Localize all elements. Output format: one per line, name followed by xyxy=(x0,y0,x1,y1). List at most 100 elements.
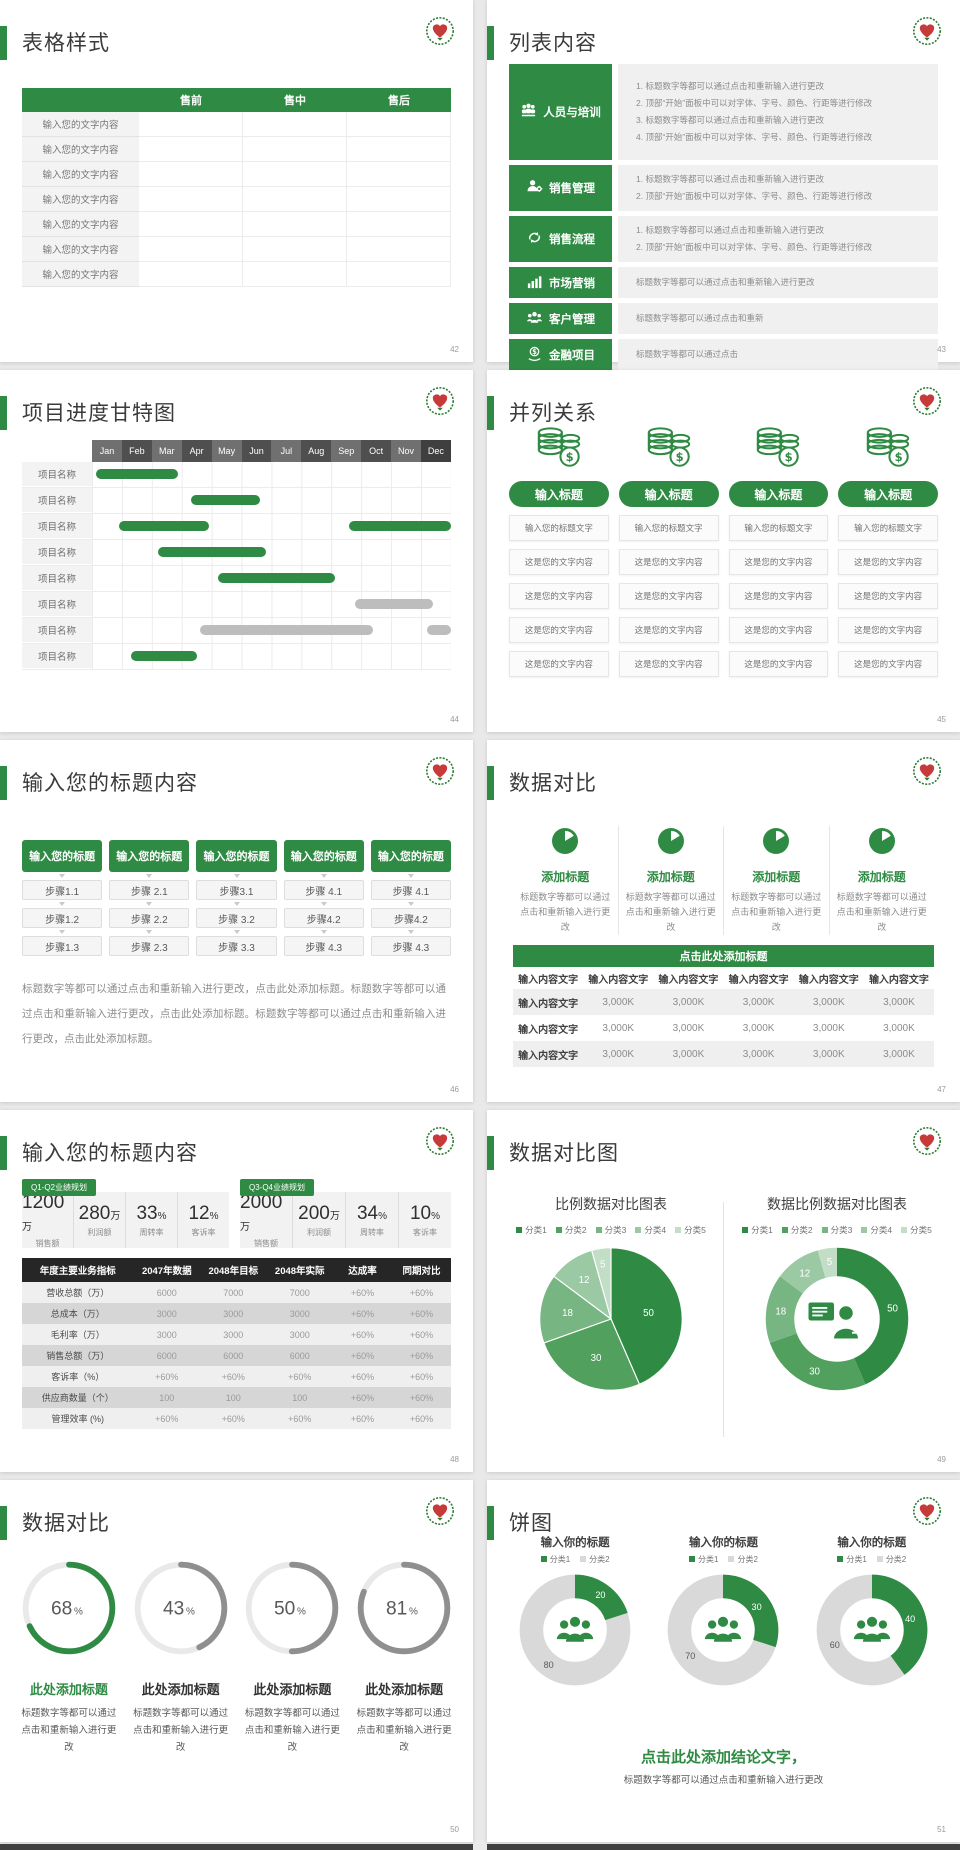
org-logo-icon xyxy=(425,1496,455,1526)
org-logo-icon xyxy=(912,386,942,416)
text-box: 输入您的标题文字 xyxy=(728,515,829,541)
svg-text:81: 81 xyxy=(386,1599,407,1620)
chart-title: 输入你的标题 xyxy=(540,1537,610,1549)
caret-down-icon xyxy=(320,930,327,934)
list-line: 4. 顶部“开始”面板中可以对字体、字号、颜色、行距等进行修改 xyxy=(636,132,873,142)
caret-down-icon xyxy=(320,874,327,878)
pie-chart-icon xyxy=(550,828,580,860)
slide-title: 列表内容 xyxy=(509,32,597,55)
feature-title: 添加标题 xyxy=(752,870,801,884)
svg-text:30: 30 xyxy=(809,1367,820,1378)
org-logo-icon xyxy=(425,756,455,786)
table-banner: 点击此处添加标题 xyxy=(513,945,934,967)
step-box: 步骤 3.2 xyxy=(196,908,277,928)
svg-text:%: % xyxy=(409,1607,418,1618)
column-title-button: 输入标题 xyxy=(618,481,719,507)
svg-text:50: 50 xyxy=(643,1308,654,1319)
page-number: 50 xyxy=(450,1825,459,1834)
slide-45-parallel[interactable]: 并列关系 $ 输入标题 输入您的标题文字 这是您的文字内容 这是您的文字内容 这… xyxy=(487,370,960,732)
org-logo-icon xyxy=(425,386,455,416)
column-title-button: 输入标题 xyxy=(838,481,938,507)
coins-icon: $ xyxy=(753,424,803,475)
feature-desc: 标题数字等都可以通过点击和重新输入进行更改 xyxy=(836,892,927,932)
people-icon xyxy=(853,1616,890,1642)
coins-icon: $ xyxy=(644,424,694,475)
slide-50-gauges[interactable]: 数据对比 68 % 此处添加标题 标题数字等都可以通过点击和重新输入进行更改 4… xyxy=(0,1480,473,1842)
text-box: 这是您的文字内容 xyxy=(509,583,609,609)
text-box: 这是您的文字内容 xyxy=(509,651,609,677)
title-accent-bar xyxy=(487,1506,494,1540)
table-row: 输入您的文字内容 xyxy=(22,162,451,187)
page-number: 42 xyxy=(450,345,459,354)
slide-42-table-style[interactable]: 表格样式 售前 售中 售后 输入您的文字内容 输入您的文字内容 输入您的文字内容… xyxy=(0,0,473,362)
caret-down-icon xyxy=(233,874,240,878)
table-row: 输入您的文字内容 xyxy=(22,212,451,237)
step-column-header: 输入您的标题 xyxy=(22,840,103,872)
text-box: 这是您的文字内容 xyxy=(728,617,829,643)
svg-text:$: $ xyxy=(675,450,683,464)
list-item-label: 客户管理 xyxy=(549,313,595,326)
caret-down-icon xyxy=(320,902,327,906)
text-box: 这是您的文字内容 xyxy=(728,651,829,677)
chart-title: 输入你的标题 xyxy=(688,1537,758,1549)
parallel-column: $ 输入标题 输入您的标题文字 这是您的文字内容 这是您的文字内容 这是您的文字… xyxy=(618,424,719,677)
caret-down-icon xyxy=(146,930,153,934)
slide-48-kpi[interactable]: 输入您的标题内容 Q1-Q2业绩规划 1200万 销售额 280万 利润额 33% 周… xyxy=(0,1110,473,1472)
feature-desc: 标题数字等都可以通过点击和重新输入进行更改 xyxy=(731,892,822,932)
conclusion-note: 标题数字等都可以通过点击和重新输入进行更改 xyxy=(623,1775,824,1786)
gantt-row: 项目名称 xyxy=(22,592,451,618)
donut-chart-panel: 数据比例数据对比图表 分类1 分类2 分类3 分类4 分类5 50 30 18 … xyxy=(731,1194,943,1399)
list-item-label: 人员与培训 xyxy=(543,107,601,119)
slide-43-list-content[interactable]: 列表内容 人员与培训 1. 标题数字等都可以通过点击和重新输入进行更改 2. 顶… xyxy=(487,0,960,370)
text-box: 这是您的文字内容 xyxy=(728,583,829,609)
table-row: 输入内容文字 3,000K 3,000K 3,000K 3,000K 3,000K xyxy=(513,1041,934,1067)
caret-down-icon xyxy=(59,874,66,878)
text-box: 这是您的文字内容 xyxy=(618,651,719,677)
slide-49-charts[interactable]: 数据对比图 比例数据对比图表 分类1 分类2 分类3 分类4 分类5 50 30… xyxy=(487,1110,960,1472)
gantt-bar xyxy=(349,521,451,531)
svg-text:12: 12 xyxy=(579,1275,590,1286)
chart-legend: 分类1 分类2 xyxy=(509,1554,641,1565)
step-box: 步骤1.2 xyxy=(22,908,103,928)
conclusion-text: 点击此处添加结论文字， xyxy=(640,1749,806,1766)
step-box: 步骤 4.1 xyxy=(370,880,452,900)
feature-row: 添加标题 标题数字等都可以通过点击和重新输入进行更改 添加标题 标题数字等都可以… xyxy=(513,826,934,935)
text-box: 输入您的标题文字 xyxy=(509,515,609,541)
next-slide-preview xyxy=(0,1844,473,1850)
slide-title: 输入您的标题内容 xyxy=(22,1142,198,1165)
caret-down-icon xyxy=(407,930,414,934)
pie-chart-panel: 比例数据对比图表 分类1 分类2 分类3 分类4 分类5 50 30 18 12… xyxy=(505,1194,717,1399)
slide-51-pies[interactable]: 饼图 输入你的标题 分类1 分类2 20 80 输入你的标题 xyxy=(487,1480,960,1842)
step-box: 步骤 4.3 xyxy=(283,936,364,956)
slide-44-gantt[interactable]: 项目进度甘特图 Jan Feb Mar Apr May Jun Jul Aug … xyxy=(0,370,473,732)
slide-title: 并列关系 xyxy=(509,402,597,425)
table-row: 输入您的文字内容 xyxy=(22,112,451,137)
step-box: 步骤1.3 xyxy=(22,936,103,956)
slide-title: 项目进度甘特图 xyxy=(22,402,176,425)
slide-title: 数据对比图 xyxy=(509,1142,619,1165)
step-column: 输入您的标题 步骤1.1 步骤1.2 步骤1.3 xyxy=(22,840,103,956)
table-row: 管理效率 (%) +60% +60% +60% +60% +60% xyxy=(22,1408,451,1429)
step-box: 步骤3.1 xyxy=(196,880,277,900)
pie-chart-icon xyxy=(867,828,897,860)
coins-icon: $ xyxy=(863,424,913,475)
svg-text:$: $ xyxy=(532,348,537,356)
gantt-bar xyxy=(218,573,335,583)
list-line: 1. 标题数字等都可以通过点击和重新输入进行更改 xyxy=(636,174,824,184)
slide-47-data-compare[interactable]: 数据对比 添加标题 标题数字等都可以通过点击和重新输入进行更改 添加标题 标题数… xyxy=(487,740,960,1102)
svg-text:43: 43 xyxy=(163,1599,184,1620)
page-number: 49 xyxy=(937,1455,946,1464)
marketing-chart-icon xyxy=(526,273,543,293)
step-box: 步骤 3.3 xyxy=(196,936,277,956)
slide-46-steps[interactable]: 输入您的标题内容 输入您的标题 步骤1.1 步骤1.2 步骤1.3 输入您的标题… xyxy=(0,740,473,1102)
caret-down-icon xyxy=(146,902,153,906)
feature-title: 添加标题 xyxy=(646,870,695,884)
sales-manager-icon xyxy=(526,178,543,198)
step-box: 步骤 2.3 xyxy=(109,936,190,956)
pie-chart-icon xyxy=(656,828,686,860)
slide-title: 饼图 xyxy=(509,1512,553,1535)
step-column: 输入您的标题 步骤 4.1 步骤4.2 步骤 4.3 xyxy=(370,840,452,956)
list-item-label: 市场营销 xyxy=(549,277,595,290)
title-accent-bar xyxy=(487,1136,494,1170)
list-item-label: 销售管理 xyxy=(549,183,595,195)
